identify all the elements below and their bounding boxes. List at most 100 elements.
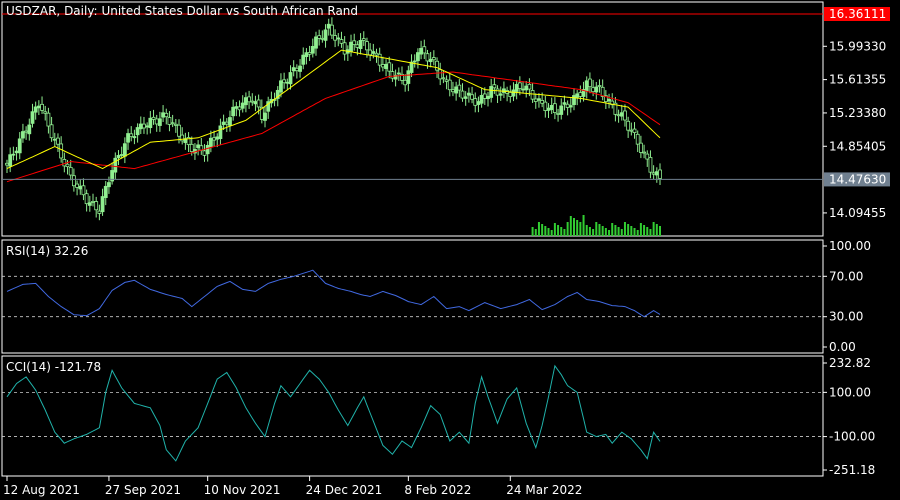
candle-body bbox=[435, 60, 439, 71]
candle-body bbox=[412, 60, 417, 63]
price-panel[interactable] bbox=[1, 1, 824, 237]
candle-body bbox=[607, 99, 611, 102]
price-tick-label: 15.23380 bbox=[829, 106, 886, 120]
volume-bar bbox=[585, 225, 588, 236]
candle-body bbox=[447, 79, 452, 91]
candle-body bbox=[613, 102, 618, 115]
candle-body bbox=[603, 95, 608, 103]
cci-label: CCI(14) bbox=[6, 360, 51, 374]
ma-slow-line bbox=[6, 71, 661, 183]
candle-body bbox=[307, 51, 312, 55]
candle-body bbox=[428, 58, 433, 63]
candle-body bbox=[422, 46, 427, 54]
candle-body bbox=[638, 142, 643, 153]
candle-body bbox=[135, 127, 140, 136]
candle-body bbox=[224, 121, 229, 125]
time-tick-label: 8 Feb 2022 bbox=[404, 483, 471, 497]
candle-body bbox=[75, 183, 79, 188]
candle-body bbox=[301, 54, 306, 65]
price-axis: 15.99330 15.61355 15.23380 14.85405 14.09455… bbox=[823, 7, 890, 220]
candle-body bbox=[489, 86, 494, 98]
candle-body bbox=[11, 153, 16, 156]
time-tick-label: 12 Aug 2021 bbox=[3, 483, 80, 497]
time-tick-label: 24 Dec 2021 bbox=[306, 483, 383, 497]
candle-body bbox=[368, 49, 373, 56]
volume-bar bbox=[623, 222, 626, 236]
candle-body bbox=[578, 92, 583, 97]
candle-body bbox=[511, 89, 516, 97]
candle-body bbox=[110, 170, 115, 182]
volume-bar bbox=[630, 226, 633, 236]
volume-bar bbox=[633, 228, 636, 236]
candle-body bbox=[231, 106, 236, 117]
candle-body bbox=[68, 166, 73, 176]
candle-body bbox=[384, 63, 388, 69]
candle-body bbox=[492, 84, 497, 89]
candle-body bbox=[546, 107, 551, 111]
volume-bar bbox=[636, 230, 639, 236]
candle-body bbox=[581, 89, 586, 97]
volume-bar bbox=[639, 223, 642, 236]
candle-body bbox=[205, 144, 210, 155]
candle-body bbox=[263, 112, 267, 121]
candle-body bbox=[600, 86, 605, 97]
candle-body bbox=[479, 95, 484, 104]
candle-body bbox=[419, 47, 423, 55]
cci-title: CCI(14) -121.78 bbox=[6, 360, 101, 374]
volume-bar bbox=[604, 228, 607, 236]
volume-bar bbox=[534, 229, 537, 236]
volume-bar bbox=[627, 224, 630, 236]
candle-body bbox=[623, 110, 627, 121]
candle-body bbox=[470, 94, 474, 100]
rsi-panel[interactable] bbox=[1, 239, 824, 354]
volume-bar bbox=[560, 227, 563, 236]
volume-bar bbox=[547, 228, 550, 236]
candle-body bbox=[46, 112, 51, 127]
candle-body bbox=[495, 88, 500, 96]
candle-body bbox=[559, 105, 564, 115]
candle-body bbox=[27, 124, 32, 135]
candle-body bbox=[460, 90, 465, 99]
candle-body bbox=[161, 112, 165, 118]
candle-body bbox=[400, 73, 404, 81]
volume-bar bbox=[592, 229, 595, 236]
price-tick-label: 14.09455 bbox=[829, 206, 886, 220]
candle-body bbox=[154, 118, 159, 125]
candle-body bbox=[279, 80, 283, 93]
high-price-label: 16.36111 bbox=[829, 7, 886, 21]
time-axis: 12 Aug 2021 27 Sep 2021 10 Nov 2021 24 Dec … bbox=[3, 476, 582, 497]
candle-body bbox=[380, 64, 385, 68]
cci-panel[interactable] bbox=[1, 355, 824, 477]
candle-body bbox=[330, 24, 334, 36]
volume-bar bbox=[608, 230, 611, 236]
candle-body bbox=[635, 133, 640, 145]
candle-body bbox=[365, 41, 369, 51]
candle-body bbox=[30, 111, 35, 124]
candle-body bbox=[521, 88, 525, 91]
candle-body bbox=[240, 102, 245, 109]
candle-body bbox=[71, 175, 76, 187]
candle-body bbox=[349, 41, 353, 52]
cci-axis: 232.82 100.00 -100.00 -251.18 bbox=[823, 356, 875, 477]
candle-body bbox=[326, 23, 331, 29]
cci-line bbox=[6, 364, 661, 462]
candle-body bbox=[393, 74, 398, 80]
candle-body bbox=[298, 65, 302, 72]
candle-body bbox=[377, 53, 382, 66]
axis-tick-label: 70.00 bbox=[829, 269, 863, 283]
candle-body bbox=[502, 88, 506, 93]
volume-bar bbox=[544, 226, 547, 236]
candle-body bbox=[56, 137, 60, 145]
candle-body bbox=[457, 84, 462, 91]
candle-body bbox=[247, 96, 251, 103]
candle-body bbox=[648, 156, 653, 173]
candle-body bbox=[616, 114, 621, 117]
candle-body bbox=[632, 128, 637, 133]
candle-body bbox=[21, 131, 25, 139]
volume-bar bbox=[643, 225, 646, 236]
symbol-description: United States Dollar vs South African Ra… bbox=[101, 4, 358, 18]
candle-body bbox=[317, 35, 322, 39]
candle-body bbox=[208, 137, 213, 148]
candle-body bbox=[94, 201, 99, 211]
